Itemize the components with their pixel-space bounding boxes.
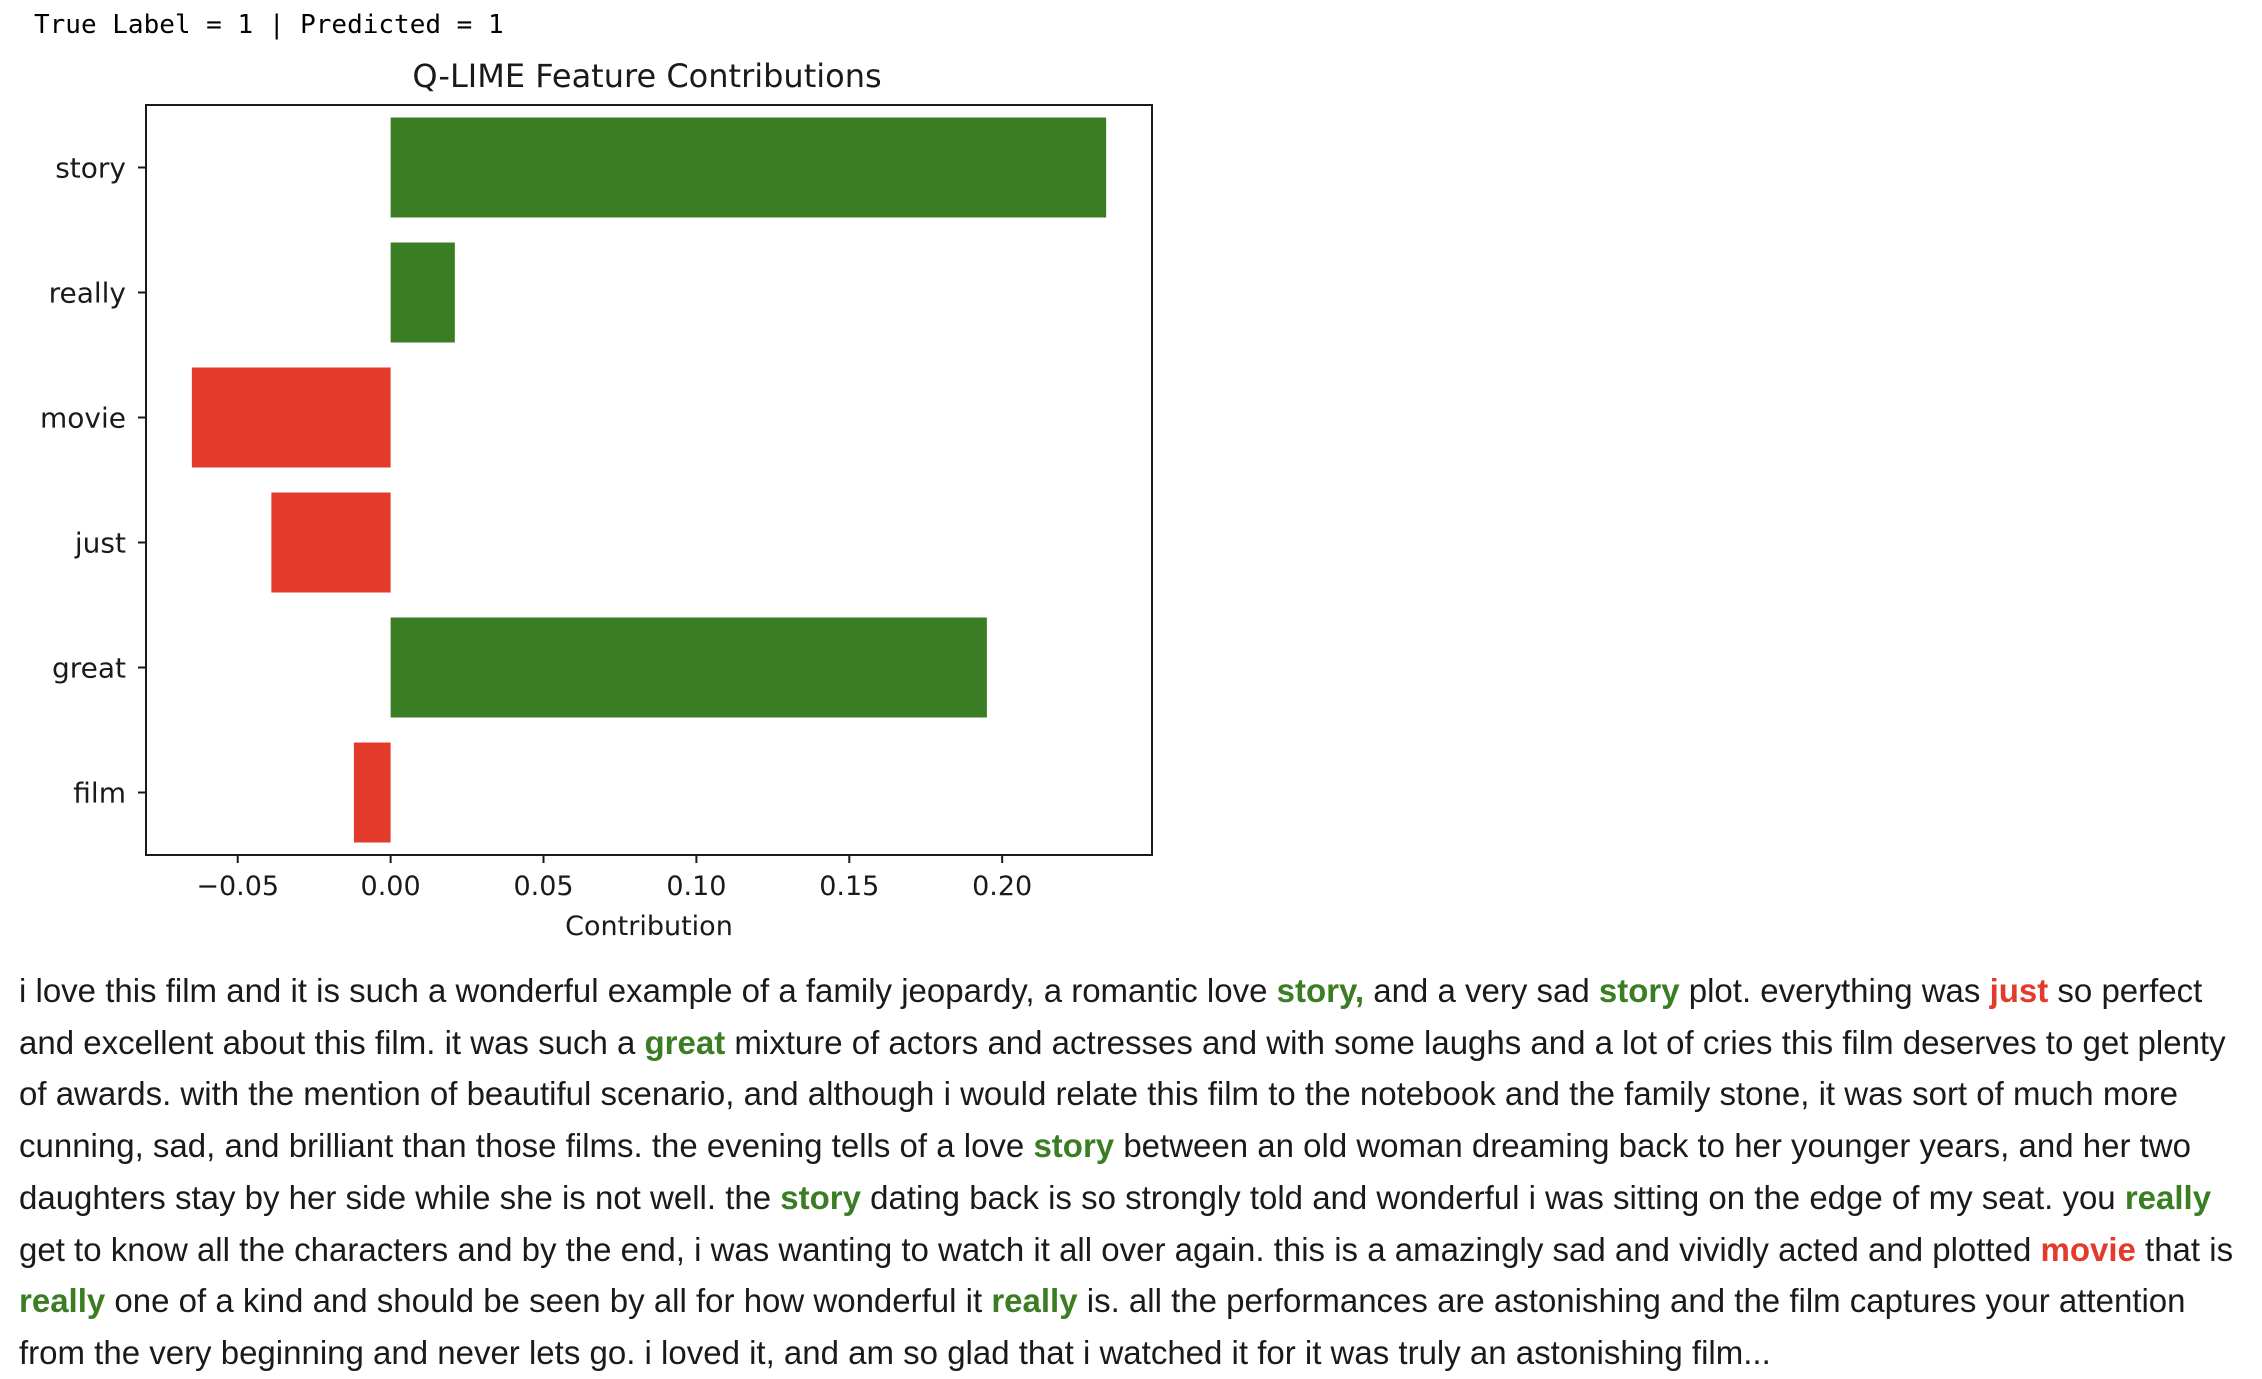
x-axis: −0.05 0.00 0.05 0.10 0.15 0.20 (196, 855, 1032, 902)
x-tick-label: −0.05 (196, 871, 279, 902)
feature-contribution-chart: Q-LIME Feature Contributions story really… (40, 57, 1153, 942)
highlight-negative-word: movie (2040, 1230, 2136, 1268)
highlight-positive-word: story, (1276, 972, 1365, 1009)
y-tick-label-film: film (73, 777, 126, 810)
highlight-positive-word: really (19, 1282, 106, 1320)
bars-group (191, 117, 1107, 843)
true-label-text: True Label = 1 (34, 10, 254, 40)
bar-great (390, 617, 987, 718)
review-text-segment: between an old woman dreaming back to he… (19, 1127, 2191, 1216)
y-tick-label-story: story (55, 152, 126, 185)
review-text-segment: dating back is so strongly told and wond… (860, 1178, 2125, 1216)
review-text: i love this film and it is such a wonder… (19, 965, 2247, 1379)
x-axis-label: Contribution (565, 911, 733, 942)
plot-frame (145, 104, 1153, 856)
review-text-segment: so perfect and excellent about this film… (19, 972, 2203, 1061)
review-text-segment: plot. everything was (1679, 972, 1990, 1009)
review-text-segment: that is (2135, 1230, 2234, 1268)
highlight-positive-word: really (991, 1282, 1078, 1320)
predicted-label-text: Predicted = 1 (300, 10, 504, 40)
highlight-positive-word: really (2124, 1178, 2212, 1216)
bar-really (390, 242, 455, 343)
review-text-segment: and a very sad (1364, 972, 1599, 1009)
x-tick-label: 0.05 (513, 871, 573, 902)
x-tick-label: 0.10 (666, 871, 726, 902)
review-text-segment: is. all the performances are astonishing… (19, 1282, 2186, 1371)
highlight-positive-word: great (644, 1023, 726, 1061)
y-tick-label-just: just (74, 527, 126, 560)
y-tick-label-great: great (52, 652, 126, 685)
bar-film (353, 742, 391, 843)
bar-just (271, 492, 391, 593)
highlight-positive-word: story (1033, 1127, 1115, 1165)
highlight-positive-word: story (780, 1178, 861, 1216)
x-tick-label: 0.15 (819, 871, 879, 902)
header-separator: | (268, 10, 285, 40)
y-axis: story really movie just great film (40, 152, 146, 810)
x-tick-label: 0.00 (361, 871, 421, 902)
bar-movie (191, 367, 391, 468)
highlight-negative-word: just (1989, 972, 2049, 1009)
y-tick-label-really: really (49, 277, 126, 310)
y-tick-label-movie: movie (40, 402, 126, 435)
chart-title: Q-LIME Feature Contributions (412, 57, 881, 95)
x-tick-label: 0.20 (972, 871, 1032, 902)
prediction-header: True Label = 1 | Predicted = 1 (34, 10, 504, 40)
highlight-positive-word: story (1598, 972, 1680, 1009)
review-text-segment: mixture of actors and actresses and with… (19, 1023, 2226, 1165)
review-text-segment: i love this film and it is such a wonder… (19, 972, 1277, 1009)
bar-story (390, 117, 1107, 218)
review-text-segment: get to know all the characters and by th… (19, 1230, 2041, 1268)
review-text-segment: one of a kind and should be seen by all … (105, 1282, 992, 1320)
